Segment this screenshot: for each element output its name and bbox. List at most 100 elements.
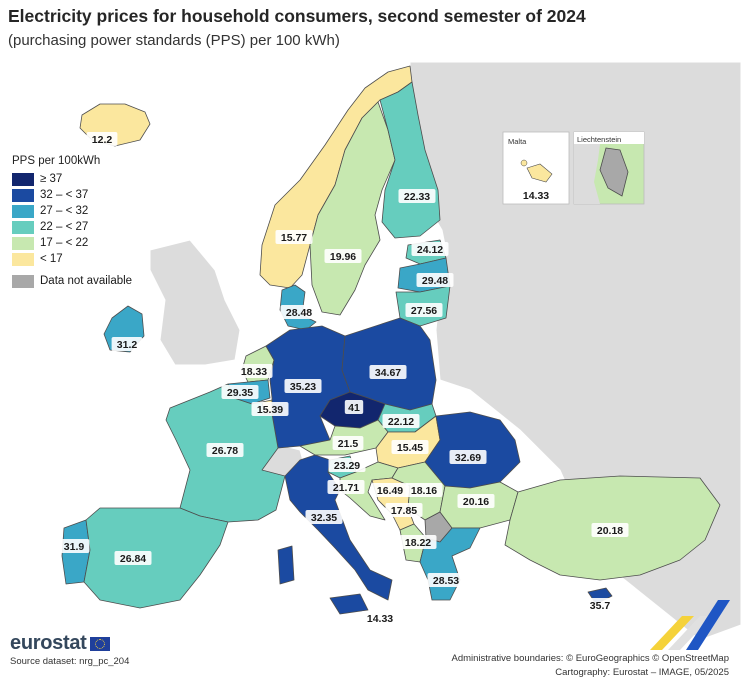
country-label-ie: 31.2 <box>111 337 143 351</box>
legend-row: < 17 <box>12 251 132 267</box>
country-value: 15.45 <box>397 442 423 454</box>
country-label-is: 12.2 <box>86 132 118 146</box>
country-label-hr: 21.71 <box>327 480 365 494</box>
country-hr <box>339 461 399 521</box>
country-label-tr: 20.18 <box>591 523 629 537</box>
country-label-fr: 26.78 <box>206 443 244 457</box>
legend-label: 17 – < 22 <box>40 237 89 249</box>
country-es <box>83 507 229 609</box>
legend-title: PPS per 100kWh <box>12 155 101 167</box>
country-label-it: 32.35 <box>305 510 343 524</box>
country-label-ro: 32.69 <box>449 450 487 464</box>
inset-malta-title: Malta <box>508 137 527 146</box>
country-label-me: 17.85 <box>385 503 423 517</box>
country-value: 12.2 <box>92 134 113 146</box>
country-value: 18.16 <box>411 485 437 497</box>
country-value: 22.12 <box>388 416 414 428</box>
country-value: 31.2 <box>117 339 138 351</box>
country-label-cy: 35.7 <box>584 598 616 612</box>
country-value: 16.49 <box>377 485 403 497</box>
country-it-sardinia <box>277 545 295 585</box>
legend-swatch-na <box>12 274 34 288</box>
country-value: 26.84 <box>120 553 146 565</box>
legend-label: 27 – < 32 <box>40 205 89 217</box>
country-value: 20.16 <box>463 496 489 508</box>
country-value: 34.67 <box>375 367 401 379</box>
country-value: 15.77 <box>281 232 307 244</box>
country-label-ee: 24.12 <box>411 242 449 256</box>
country-label-fi: 22.33 <box>398 189 436 203</box>
legend-label: 32 – < 37 <box>40 189 89 201</box>
cartography-credit: Cartography: Eurostat – IMAGE, 05/2025 <box>555 667 729 678</box>
country-value: 21.5 <box>338 438 359 450</box>
map-title: Electricity prices for household consume… <box>8 6 586 26</box>
legend-row: 17 – < 22 <box>12 235 132 251</box>
legend-label-na: Data not available <box>40 275 133 287</box>
country-label-nl: 18.33 <box>235 364 273 378</box>
country-label-cz: 41 <box>344 400 364 414</box>
footer-right: Administrative boundaries: © EuroGeograp… <box>452 652 730 680</box>
corner-decoration <box>650 600 730 650</box>
country-label-dk: 28.48 <box>280 305 318 319</box>
inset-malta-value: 14.33 <box>523 190 549 202</box>
country-value: 31.9 <box>64 541 85 553</box>
country-label-lv: 29.48 <box>416 273 454 287</box>
country-value: 19.96 <box>330 251 356 263</box>
legend-swatch <box>12 172 34 186</box>
map-subtitle: (purchasing power standards (PPS) per 10… <box>8 32 340 49</box>
country-label-ba: 16.49 <box>371 483 409 497</box>
country-label-rs: 18.16 <box>405 483 443 497</box>
country-value: 22.33 <box>404 191 430 203</box>
country-value: 35.7 <box>590 600 611 612</box>
country-value: 26.78 <box>212 445 238 457</box>
legend-swatch <box>12 204 34 218</box>
legend: PPS per 100kWh ≥ 37 32 – < 37 27 – < 32 22 … <box>12 155 132 289</box>
country-label-sk: 22.12 <box>382 414 420 428</box>
country-label-si: 23.29 <box>328 458 366 472</box>
country-value: 28.48 <box>286 307 312 319</box>
country-value: 28.53 <box>433 575 459 587</box>
legend-row: 27 – < 32 <box>12 203 132 219</box>
legend-swatch <box>12 236 34 250</box>
country-value: 27.56 <box>411 305 437 317</box>
country-value: 21.71 <box>333 482 359 494</box>
country-label-lt: 27.56 <box>405 303 443 317</box>
country-value: 23.29 <box>334 460 360 472</box>
country-label-at: 21.5 <box>332 436 364 450</box>
legend-swatch <box>12 188 34 202</box>
country-label-al: 18.22 <box>399 535 437 549</box>
footer-left: eurostat Source dataset: nrg_pc_204 <box>10 632 129 667</box>
country-value: 18.33 <box>241 366 267 378</box>
country-value: 17.85 <box>391 505 417 517</box>
eu-flag-icon <box>89 636 110 651</box>
country-value: 24.12 <box>417 244 443 256</box>
legend-label: 22 – < 27 <box>40 221 89 233</box>
country-value: 20.18 <box>597 525 623 537</box>
inset-liechtenstein: Liechtenstein <box>573 131 645 205</box>
country-label-no: 15.77 <box>275 230 313 244</box>
legend-swatch <box>12 252 34 266</box>
country-label-pt: 31.9 <box>58 539 90 553</box>
country-value: 18.22 <box>405 537 431 549</box>
country-label-mt: 14.33 <box>361 611 399 625</box>
country-value: 14.33 <box>367 613 393 625</box>
legend-row: 32 – < 37 <box>12 187 132 203</box>
country-label-de: 35.23 <box>284 379 322 393</box>
country-label-se: 19.96 <box>324 249 362 263</box>
country-it-sicily <box>329 593 369 615</box>
inset-liechtenstein-title: Liechtenstein <box>577 135 621 144</box>
value-labels: 12.2 15.77 19.96 22.33 24.12 29.48 27.56 28.48 3… <box>58 132 629 625</box>
legend-label: < 17 <box>40 253 63 265</box>
country-value: 15.39 <box>257 404 283 416</box>
country-label-pl: 34.67 <box>369 365 407 379</box>
eurostat-logo: eurostat <box>10 632 129 655</box>
country-value: 35.23 <box>290 381 316 393</box>
legend-classes: ≥ 37 32 – < 37 27 – < 32 22 – < 27 17 – < 22… <box>12 171 132 267</box>
legend-swatch <box>12 220 34 234</box>
country-label-el: 28.53 <box>427 573 465 587</box>
country-value: 32.69 <box>455 452 481 464</box>
country-value: 29.48 <box>422 275 448 287</box>
country-label-bg: 20.16 <box>457 494 495 508</box>
legend-row: ≥ 37 <box>12 171 132 187</box>
